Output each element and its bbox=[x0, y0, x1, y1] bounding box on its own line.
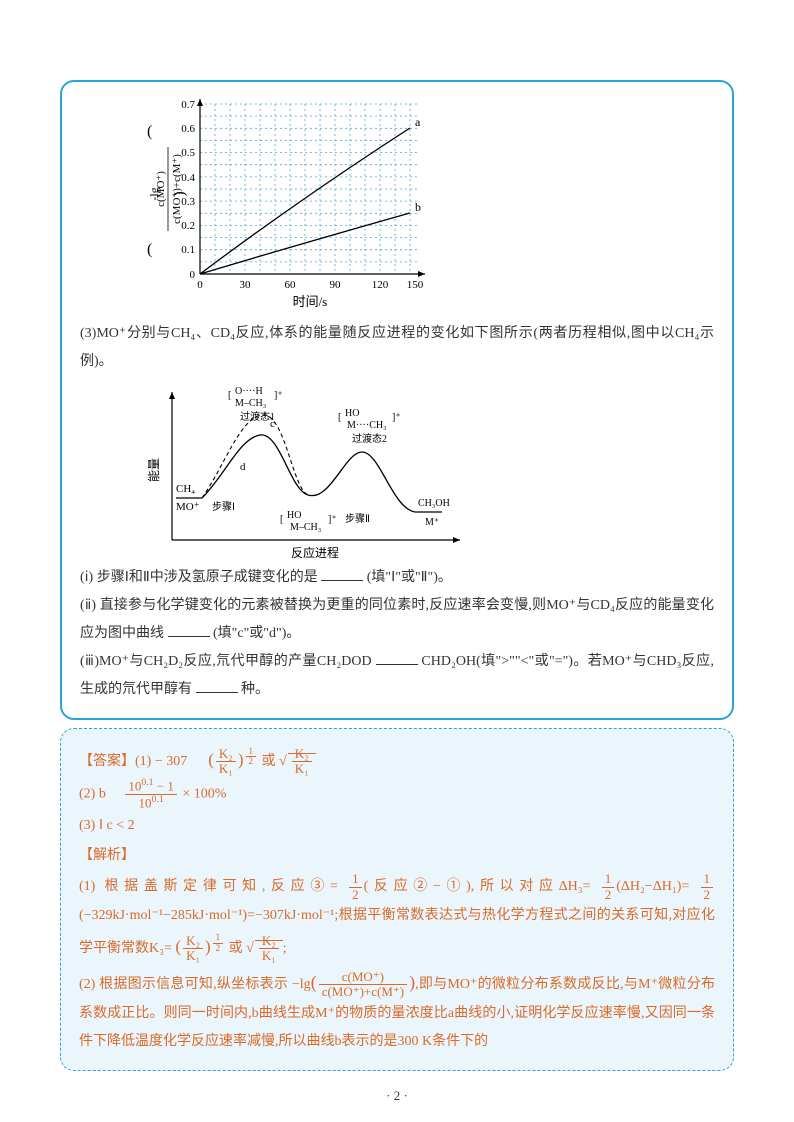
answer-line-3: (3) Ⅰ c < 2 bbox=[79, 811, 715, 842]
svg-text:M⁺: M⁺ bbox=[425, 517, 439, 528]
svg-text:b: b bbox=[415, 200, 421, 214]
svg-text:M–CH₃: M–CH₃ bbox=[235, 398, 266, 409]
page-number: · 2 · bbox=[0, 1088, 794, 1104]
svg-text:M····CH₃: M····CH₃ bbox=[347, 420, 387, 431]
svg-text:150: 150 bbox=[407, 279, 424, 291]
chart-2-energy-profile: 反应进程 能量 CH₄ MO⁺ 步骤Ⅰ c d [ O····H M–CH₃ ]… bbox=[140, 380, 480, 560]
chart-1: 03060 90120150 00.10.2 0.30.40.5 0.60.7 … bbox=[140, 94, 440, 314]
svg-text:[: [ bbox=[228, 390, 231, 401]
svg-text:O····H: O····H bbox=[235, 386, 263, 397]
svg-text:0.6: 0.6 bbox=[181, 123, 195, 135]
svg-text:30: 30 bbox=[240, 279, 252, 291]
blank-i bbox=[321, 567, 363, 581]
svg-text:]⁺: ]⁺ bbox=[274, 390, 283, 401]
question-iii: (ⅲ)MO⁺与CH₂D₂反应,氘代甲醇的产量CH₂DOD CHD₂OH(填">"… bbox=[80, 648, 714, 704]
q-i-text: (ⅰ) 步骤Ⅰ和Ⅱ中涉及氢原子成键变化的是 bbox=[80, 570, 318, 585]
explain-p1: (1) 根据盖斯定律可知,反应③= 12(反应②−①),所以对应ΔH₃= 12(… bbox=[79, 872, 715, 964]
q-iii-tail: 种。 bbox=[241, 682, 269, 697]
svg-text:(: ( bbox=[147, 123, 152, 140]
svg-text:反应进程: 反应进程 bbox=[291, 545, 339, 560]
q-i-tail: (填"Ⅰ"或"Ⅱ")。 bbox=[367, 570, 452, 585]
answer-line-2: (2) b 100.1 − 1100.1 × 100% bbox=[79, 778, 715, 810]
svg-text:0.4: 0.4 bbox=[181, 172, 195, 184]
svg-text:MO⁺: MO⁺ bbox=[176, 501, 200, 513]
svg-text:能量: 能量 bbox=[147, 458, 161, 482]
svg-text:]⁺: ]⁺ bbox=[328, 514, 337, 525]
svg-text:c(MO⁺)+c(M⁺): c(MO⁺)+c(M⁺) bbox=[171, 154, 183, 224]
svg-text:a: a bbox=[415, 115, 421, 129]
svg-text:]⁺: ]⁺ bbox=[392, 412, 401, 423]
svg-text:120: 120 bbox=[372, 279, 389, 291]
svg-text:步骤Ⅰ: 步骤Ⅰ bbox=[212, 501, 235, 513]
blank-iii-1 bbox=[376, 651, 418, 665]
answer-line-1: 【答案】(1) − 307 (K₂K₁)12 或 √K₂K₁ bbox=[79, 741, 715, 778]
q-ii-tail: (填"c"或"d")。 bbox=[213, 626, 300, 641]
para-3-intro: (3)MO⁺分别与CH₄、CD₄反应,体系的能量随反应进程的变化如下图所示(两者… bbox=[80, 320, 714, 376]
svg-text:M–CH₃: M–CH₃ bbox=[290, 522, 321, 533]
blank-ii bbox=[168, 623, 210, 637]
svg-text:60: 60 bbox=[285, 279, 297, 291]
q-iii-a: (ⅲ)MO⁺与CH₂D₂反应,氘代甲醇的产量CH₂DOD bbox=[80, 654, 372, 669]
svg-text:[: [ bbox=[280, 514, 283, 525]
svg-text:90: 90 bbox=[330, 279, 342, 291]
svg-text:0: 0 bbox=[197, 279, 203, 291]
svg-text:0.3: 0.3 bbox=[181, 196, 195, 208]
svg-text:CH₃OH: CH₃OH bbox=[418, 498, 450, 509]
svg-text:HO: HO bbox=[345, 408, 359, 419]
explain-p2: (2) 根据图示信息可知,纵坐标表示 −lg(c(MO⁺)c(MO⁺)+c(M⁺… bbox=[79, 964, 715, 1056]
question-i: (ⅰ) 步骤Ⅰ和Ⅱ中涉及氢原子成键变化的是 (填"Ⅰ"或"Ⅱ")。 bbox=[80, 564, 714, 592]
svg-text:0.1: 0.1 bbox=[181, 244, 195, 256]
svg-text:CH₄: CH₄ bbox=[176, 483, 195, 495]
svg-text:0.5: 0.5 bbox=[181, 147, 195, 159]
question-ii: (ⅱ) 直接参与化学键变化的元素被替换为更重的同位素时,反应速率会变慢,则MO⁺… bbox=[80, 592, 714, 648]
svg-text:(: ( bbox=[147, 241, 152, 258]
svg-text:d: d bbox=[240, 461, 246, 473]
svg-text:过渡态2: 过渡态2 bbox=[352, 432, 387, 445]
svg-text:0.7: 0.7 bbox=[181, 99, 195, 111]
blank-iii-2 bbox=[196, 679, 238, 693]
svg-text:HO: HO bbox=[287, 510, 301, 521]
svg-text:步骤Ⅱ: 步骤Ⅱ bbox=[345, 513, 370, 525]
chart1-xlabel: 时间/s bbox=[293, 294, 328, 309]
svg-text:c(MO⁺): c(MO⁺) bbox=[155, 171, 167, 207]
answer-box: 【答案】(1) − 307 (K₂K₁)12 或 √K₂K₁ (2) b 100… bbox=[60, 728, 734, 1071]
question-box: 03060 90120150 00.10.2 0.30.40.5 0.60.7 … bbox=[60, 80, 734, 720]
explain-label: 【解析】 bbox=[79, 841, 715, 872]
svg-text:[: [ bbox=[338, 412, 341, 423]
svg-text:0: 0 bbox=[190, 269, 196, 281]
svg-text:过渡态1: 过渡态1 bbox=[240, 410, 275, 423]
svg-text:0.2: 0.2 bbox=[181, 220, 195, 232]
answer-label: 【答案】 bbox=[79, 754, 135, 769]
svg-text:): ) bbox=[171, 191, 188, 196]
